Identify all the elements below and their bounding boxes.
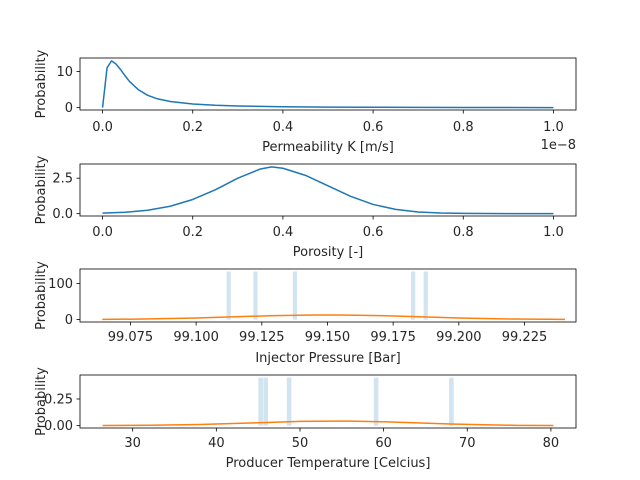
- x-tick-label: 99.075: [108, 330, 154, 345]
- y-tick-label: 0.00: [44, 419, 73, 434]
- x-tick-label: 0.2: [182, 120, 203, 135]
- x-tick-label: 1.0: [543, 225, 564, 240]
- x-axis-label: Injector Pressure [Bar]: [255, 351, 400, 366]
- x-tick-label: 0.8: [453, 225, 474, 240]
- x-tick-label: 60: [375, 436, 392, 451]
- series-line: [102, 166, 554, 215]
- y-tick-label: 0.0: [52, 207, 73, 222]
- subplot-2: 0.0 0.2 0.4 0.6 0.8 1.0 0.0 2.5 Porosity [-] Prob…: [34, 155, 577, 260]
- axes-frame: [79, 163, 577, 217]
- histogram-bar: [258, 377, 263, 426]
- histogram-bar: [286, 377, 292, 426]
- x-tick-label: 40: [208, 436, 225, 451]
- histogram-bar: [411, 271, 416, 320]
- x-tick-label: 0.6: [363, 225, 384, 240]
- x-tick-label: 70: [459, 436, 476, 451]
- y-axis-label: Probability: [34, 261, 49, 330]
- x-tick-label: 99.125: [239, 330, 285, 345]
- axes-frame: [79, 268, 577, 323]
- x-tick-label: 80: [543, 436, 560, 451]
- histogram-bar: [373, 377, 379, 426]
- x-axis-label: Permeability K [m/s]: [262, 140, 394, 155]
- x-tick-label: 30: [124, 436, 141, 451]
- histogram-bar: [292, 271, 297, 320]
- y-tick-label: 10: [56, 65, 73, 80]
- y-tick-label: 0.25: [44, 392, 73, 407]
- histogram-bar: [449, 377, 454, 426]
- series-line: [102, 314, 565, 321]
- x-tick-label: 99.175: [370, 330, 416, 345]
- x-tick-label: 99.225: [502, 330, 548, 345]
- histogram-bar: [226, 271, 231, 320]
- histogram-bar: [263, 377, 268, 426]
- y-tick-label: 0: [65, 313, 73, 328]
- x-tick-label: 1.0: [543, 120, 564, 135]
- x-tick-label: 0.0: [92, 225, 113, 240]
- x-tick-label: 50: [292, 436, 309, 451]
- x-tick-label: 0.0: [92, 120, 113, 135]
- x-tick-label: 99.100: [173, 330, 219, 345]
- x-tick-label: 0.8: [453, 120, 474, 135]
- x-axis-label: Producer Temperature [Celcius]: [226, 456, 431, 471]
- x-tick-label: 99.200: [436, 330, 482, 345]
- x-axis-offset-label: 1e−8: [541, 138, 576, 153]
- x-tick-label: 0.2: [182, 225, 203, 240]
- subplot-3: 99.075 99.100 99.125 99.150 99.175 99.200 99.2…: [34, 261, 577, 366]
- axes-frame: [79, 57, 577, 111]
- histogram-bar: [253, 271, 258, 320]
- y-tick-label: 100: [48, 277, 73, 292]
- y-axis-label: Probability: [34, 155, 49, 224]
- x-tick-label: 99.150: [305, 330, 351, 345]
- series-line: [101, 60, 554, 109]
- x-tick-label: 0.4: [273, 120, 294, 135]
- x-axis-label: Porosity [-]: [293, 245, 363, 260]
- axes-frame: [79, 374, 577, 429]
- y-tick-label: 2.5: [52, 172, 73, 187]
- x-tick-label: 0.6: [363, 120, 384, 135]
- y-tick-label: 0: [65, 101, 73, 116]
- y-axis-label: Probability: [34, 367, 49, 436]
- series-line: [102, 420, 554, 427]
- subplot-1: 0.0 0.2 0.4 0.6 0.8 1.0 0 10 Permeability K [m/s…: [34, 49, 577, 155]
- x-tick-label: 0.4: [273, 225, 294, 240]
- histogram-bar: [423, 271, 428, 320]
- y-axis-label: Probability: [34, 49, 49, 118]
- subplot-4: 30 40 50 60 70 80 0.00 0.25 Producer Temperature…: [34, 367, 577, 471]
